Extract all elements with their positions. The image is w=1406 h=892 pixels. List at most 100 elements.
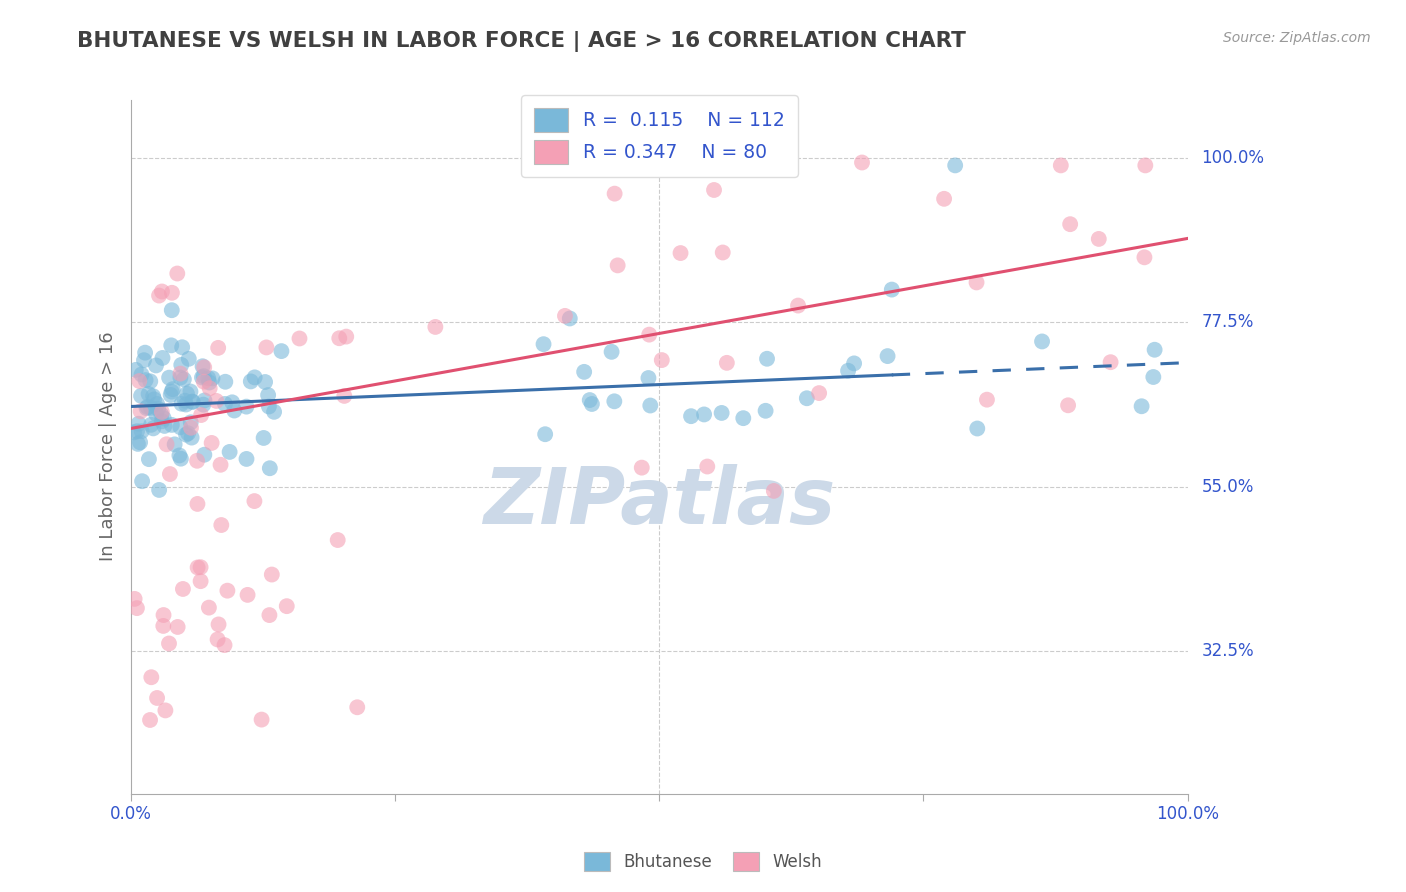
Point <box>146 397 169 411</box>
Point <box>851 155 873 169</box>
Point <box>125 363 148 377</box>
Point <box>152 411 174 425</box>
Point <box>716 356 738 370</box>
Point <box>711 245 734 260</box>
Point <box>166 620 188 634</box>
Point <box>276 599 298 614</box>
Point <box>162 382 184 396</box>
Point <box>138 452 160 467</box>
Point <box>169 370 191 384</box>
Point <box>159 467 181 481</box>
Point <box>152 351 174 365</box>
Point <box>160 285 183 300</box>
Point <box>153 418 176 433</box>
Point <box>235 452 257 467</box>
Point <box>703 183 725 197</box>
Point <box>129 404 152 418</box>
Point <box>346 700 368 714</box>
Point <box>198 600 221 615</box>
Point <box>129 389 152 403</box>
Point <box>152 607 174 622</box>
Point <box>172 582 194 596</box>
Point <box>235 400 257 414</box>
Text: 55.0%: 55.0% <box>1202 478 1254 496</box>
Point <box>207 617 229 632</box>
Point <box>966 421 988 435</box>
Point <box>787 299 810 313</box>
Point <box>193 398 215 412</box>
Point <box>257 388 280 402</box>
Point <box>193 393 215 408</box>
Point <box>143 392 166 407</box>
Point <box>160 303 183 318</box>
Point <box>146 690 169 705</box>
Point <box>150 408 173 422</box>
Point <box>135 373 157 387</box>
Point <box>125 601 148 615</box>
Point <box>253 431 276 445</box>
Point <box>124 591 146 606</box>
Point <box>160 338 183 352</box>
Point <box>148 483 170 497</box>
Point <box>558 311 581 326</box>
Point <box>333 389 356 403</box>
Point <box>190 574 212 589</box>
Point <box>326 533 349 547</box>
Point <box>651 353 673 368</box>
Point <box>193 375 215 389</box>
Point <box>243 370 266 384</box>
Point <box>681 409 703 424</box>
Point <box>254 340 277 354</box>
Point <box>1133 250 1156 264</box>
Text: 32.5%: 32.5% <box>1202 642 1254 660</box>
Point <box>198 376 221 390</box>
Point <box>693 408 716 422</box>
Point <box>131 368 153 382</box>
Text: 77.5%: 77.5% <box>1202 313 1254 332</box>
Point <box>533 337 555 351</box>
Point <box>696 459 718 474</box>
Point <box>155 703 177 717</box>
Legend: Bhutanese, Welsh: Bhutanese, Welsh <box>575 843 831 880</box>
Point <box>145 359 167 373</box>
Point <box>603 394 626 409</box>
Point <box>190 560 212 574</box>
Point <box>157 636 180 650</box>
Point <box>177 426 200 441</box>
Point <box>152 619 174 633</box>
Point <box>669 246 692 260</box>
Point <box>146 401 169 416</box>
Point <box>129 435 152 450</box>
Point <box>131 474 153 488</box>
Point <box>139 375 162 389</box>
Legend: R =  0.115    N = 112, R = 0.347    N = 80: R = 0.115 N = 112, R = 0.347 N = 80 <box>522 95 797 178</box>
Point <box>1099 355 1122 369</box>
Y-axis label: In Labor Force | Age > 16: In Labor Force | Age > 16 <box>100 332 117 561</box>
Point <box>932 192 955 206</box>
Point <box>1135 158 1157 172</box>
Point <box>762 483 785 498</box>
Point <box>425 320 447 334</box>
Point <box>1057 398 1080 412</box>
Point <box>193 360 215 375</box>
Point <box>139 713 162 727</box>
Point <box>205 393 228 408</box>
Point <box>554 309 576 323</box>
Point <box>134 345 156 359</box>
Point <box>135 401 157 416</box>
Point <box>214 397 236 411</box>
Point <box>209 518 232 533</box>
Text: Source: ZipAtlas.com: Source: ZipAtlas.com <box>1223 31 1371 45</box>
Point <box>1142 370 1164 384</box>
Point <box>197 371 219 385</box>
Point <box>155 437 177 451</box>
Point <box>243 494 266 508</box>
Point <box>160 417 183 432</box>
Point <box>193 369 215 384</box>
Point <box>150 405 173 419</box>
Point <box>190 408 212 422</box>
Point <box>254 375 277 389</box>
Point <box>638 327 661 342</box>
Point <box>756 351 779 366</box>
Point <box>1031 334 1053 349</box>
